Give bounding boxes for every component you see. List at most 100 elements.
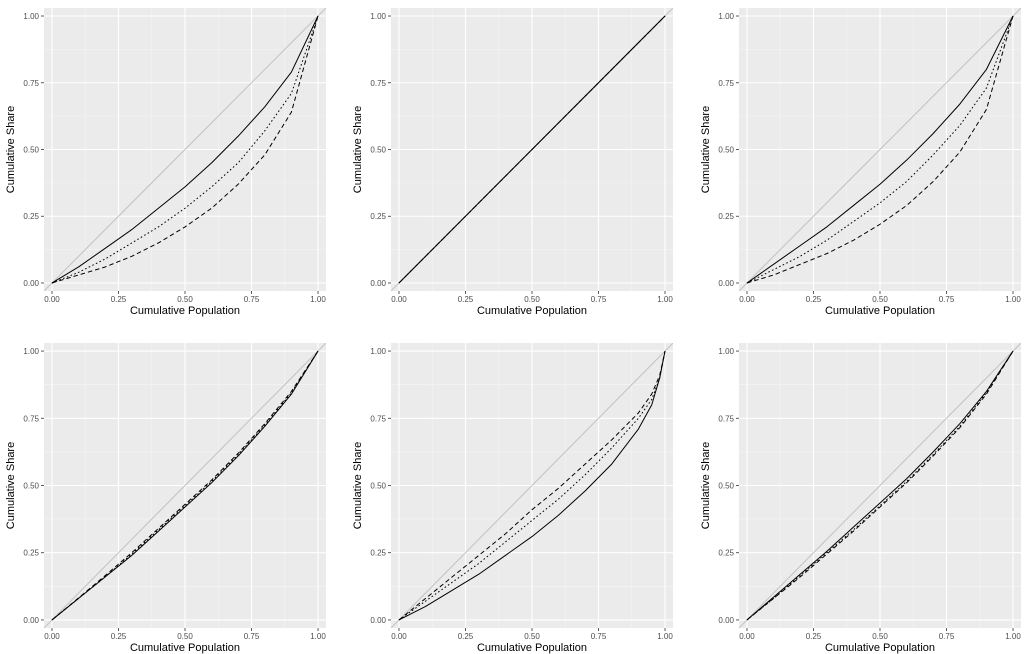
- x-tick-label: 0.50: [872, 632, 888, 641]
- y-tick-label: 0.50: [23, 146, 39, 155]
- y-tick-label: 0.75: [718, 79, 734, 88]
- y-axis-title: Cumulative Share: [352, 106, 364, 193]
- y-tick-label: 0.25: [718, 549, 734, 558]
- y-tick-label: 0.25: [23, 549, 39, 558]
- y-axis-title: Cumulative Share: [352, 442, 364, 529]
- y-tick-label: 0.75: [370, 414, 386, 423]
- x-tick-label: 0.25: [111, 632, 127, 641]
- x-tick-label: 0.50: [524, 295, 540, 304]
- plot-area: [391, 343, 673, 628]
- series-line-dotted: [51, 15, 319, 284]
- y-tick-label: 0.75: [718, 414, 734, 423]
- y-axis-title: Cumulative Share: [5, 106, 17, 193]
- x-tick-label: 1.00: [1005, 632, 1021, 641]
- x-tick-label: 1.00: [657, 632, 673, 641]
- x-tick-label: 0.50: [524, 632, 540, 641]
- y-tick-label: 0.25: [370, 212, 386, 221]
- series-line-dashed: [746, 350, 1014, 621]
- y-axis-title: Cumulative Share: [700, 106, 712, 193]
- x-tick-label: 0.75: [939, 295, 955, 304]
- x-tick-label: 0.00: [391, 632, 407, 641]
- x-tick-label: 0.25: [806, 632, 822, 641]
- x-tick-label: 1.00: [310, 295, 326, 304]
- y-tick-label: 1.00: [718, 347, 734, 356]
- x-tick-label: 0.50: [177, 295, 193, 304]
- y-tick-label: 1.00: [718, 12, 734, 21]
- x-tick-label: 0.75: [244, 295, 260, 304]
- equality-line: [44, 343, 326, 628]
- y-tick-label: 0.50: [370, 146, 386, 155]
- x-tick-label: 0.25: [458, 295, 474, 304]
- y-tick-label: 0.75: [23, 414, 39, 423]
- x-axis-title: Cumulative Population: [130, 642, 240, 654]
- y-tick-label: 0.75: [23, 79, 39, 88]
- y-tick-label: 1.00: [23, 347, 39, 356]
- x-tick-label: 0.75: [244, 632, 260, 641]
- x-axis-title: Cumulative Population: [130, 305, 240, 317]
- series-line-dashed: [746, 15, 1014, 284]
- x-tick-label: 0.25: [458, 632, 474, 641]
- series-line-dotted: [51, 350, 319, 621]
- chart-panel-4: 0.00 0.25 0.50 0.75 1.00 0.00 0.25 0.50 0.75 1.00…: [5, 343, 326, 654]
- y-tick-label: 0.00: [370, 616, 386, 625]
- x-tick-label: 0.00: [391, 295, 407, 304]
- chart-panel-6: 0.00 0.25 0.50 0.75 1.00 0.00 0.25 0.50 0.75 1.00…: [700, 343, 1021, 654]
- x-tick-label: 0.25: [806, 295, 822, 304]
- y-tick-label: 1.00: [370, 347, 386, 356]
- plot-area: [44, 343, 326, 628]
- y-tick-label: 0.25: [718, 212, 734, 221]
- y-tick-label: 0.50: [370, 482, 386, 491]
- y-tick-label: 0.50: [718, 482, 734, 491]
- y-axis-title: Cumulative Share: [5, 442, 17, 529]
- series-line-dotted: [398, 350, 666, 621]
- x-tick-label: 0.50: [177, 632, 193, 641]
- y-axis-title: Cumulative Share: [700, 442, 712, 529]
- chart-panel-1: 0.00 0.25 0.50 0.75 1.00 0.00 0.25 0.50 0.75 1.00…: [5, 8, 326, 317]
- y-tick-label: 0.25: [23, 212, 39, 221]
- y-tick-label: 0.00: [718, 279, 734, 288]
- y-tick-label: 0.25: [370, 549, 386, 558]
- series-line-dashed: [398, 15, 666, 284]
- x-axis-title: Cumulative Population: [825, 305, 935, 317]
- series-line-solid: [746, 350, 1014, 621]
- series-line-solid: [398, 350, 666, 621]
- x-tick-label: 0.50: [872, 295, 888, 304]
- plot-area: [391, 8, 673, 291]
- series-line-dotted: [746, 350, 1014, 621]
- series-line-dashed: [51, 15, 319, 284]
- y-tick-label: 0.00: [370, 279, 386, 288]
- x-tick-label: 0.00: [44, 295, 60, 304]
- x-tick-label: 0.00: [739, 632, 755, 641]
- y-tick-label: 0.50: [718, 146, 734, 155]
- x-tick-label: 1.00: [657, 295, 673, 304]
- y-tick-label: 0.00: [718, 616, 734, 625]
- x-tick-label: 1.00: [1005, 295, 1021, 304]
- equality-line: [44, 8, 326, 291]
- chart-panel-5: 0.00 0.25 0.50 0.75 1.00 0.00 0.25 0.50 0.75 1.00…: [352, 343, 673, 654]
- y-tick-label: 0.00: [23, 279, 39, 288]
- y-tick-label: 1.00: [370, 12, 386, 21]
- chart-panel-2: 0.00 0.25 0.50 0.75 1.00 0.00 0.25 0.50 0.75 1.00…: [352, 8, 673, 317]
- x-tick-label: 0.75: [939, 632, 955, 641]
- x-tick-label: 1.00: [310, 632, 326, 641]
- equality-line: [739, 343, 1021, 628]
- y-tick-label: 0.50: [23, 482, 39, 491]
- plot-area: [739, 343, 1021, 628]
- x-tick-label: 0.75: [591, 295, 607, 304]
- chart-panel-3: 0.00 0.25 0.50 0.75 1.00 0.00 0.25 0.50 0.75 1.00…: [700, 8, 1021, 317]
- series-line-solid: [51, 15, 319, 284]
- equality-line: [391, 343, 673, 628]
- series-line-solid: [746, 15, 1014, 284]
- series-line-dashed: [398, 350, 666, 621]
- y-tick-label: 0.75: [370, 79, 386, 88]
- y-tick-label: 0.00: [23, 616, 39, 625]
- equality-line: [739, 8, 1021, 291]
- x-tick-label: 0.75: [591, 632, 607, 641]
- plot-area: [44, 8, 326, 291]
- series-line-dashed: [51, 350, 319, 621]
- x-axis-title: Cumulative Population: [477, 642, 587, 654]
- x-tick-label: 0.25: [111, 295, 127, 304]
- x-axis-title: Cumulative Population: [825, 642, 935, 654]
- plot-area: [739, 8, 1021, 291]
